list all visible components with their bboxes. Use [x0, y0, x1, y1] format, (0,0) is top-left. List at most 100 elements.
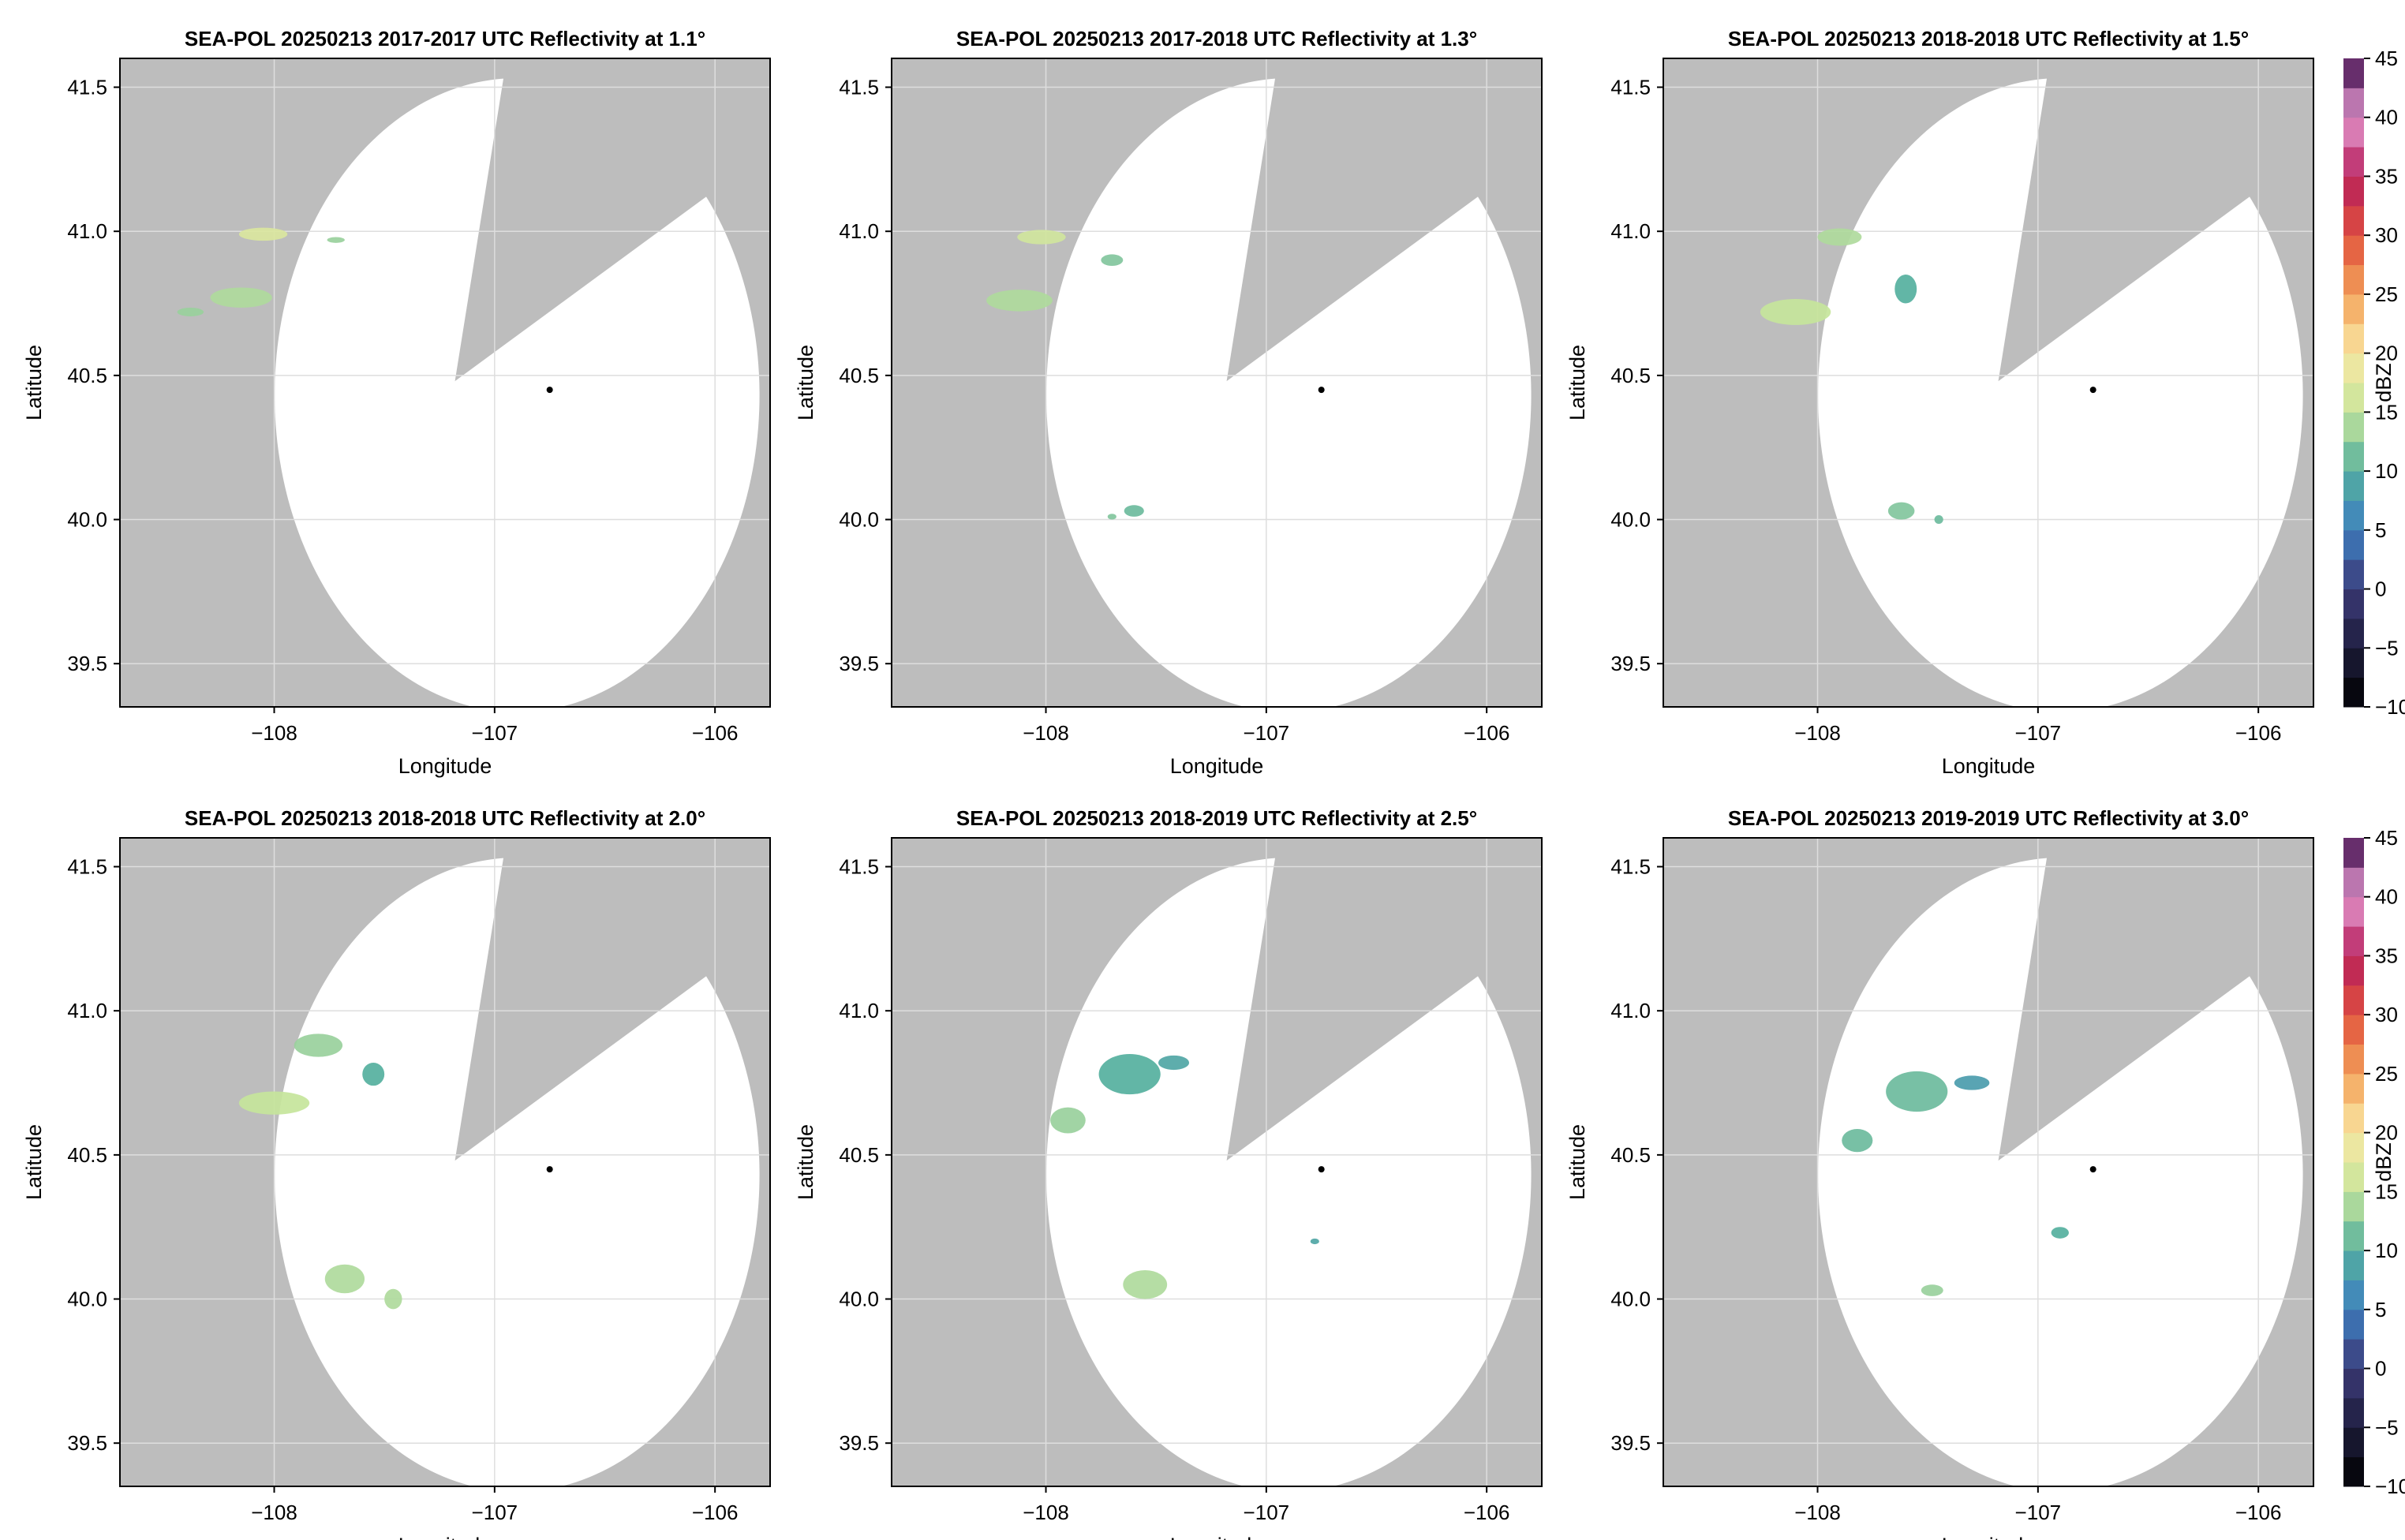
colorbar-band	[2343, 1191, 2364, 1222]
colorbar-band	[2343, 1162, 2364, 1192]
x-tick-label: −107	[1244, 721, 1290, 745]
x-tick-label: −106	[692, 1501, 739, 1524]
y-tick-label: 41.0	[839, 999, 879, 1022]
colorbar-1: −10 −5 0 5 10 15 20 25 30 35 40 45 dBZ	[2343, 47, 2405, 719]
colorbar-band	[2343, 1132, 2364, 1163]
y-tick-label: 40.0	[839, 508, 879, 532]
y-tick-label: 41.0	[67, 999, 107, 1022]
y-axis-label: Latitude	[22, 345, 46, 421]
echo-2	[327, 237, 345, 243]
echo-4	[1887, 502, 1915, 520]
colorbar-band	[2343, 1368, 2364, 1399]
x-tick-label: −107	[472, 721, 518, 745]
x-tick-label: −107	[472, 1501, 518, 1524]
panel-1: −108 −107 −106 39.5 40.0 40.5 41.0 41.5 SEA-POL …	[22, 27, 771, 778]
colorbar-band	[2343, 1280, 2364, 1310]
grid	[1663, 838, 2313, 1486]
grid	[892, 838, 1542, 1486]
y-axis-label: Latitude	[1565, 1124, 1589, 1200]
radar-marker	[2089, 1166, 2096, 1173]
grid	[1663, 58, 2313, 707]
radar-marker	[1318, 387, 1325, 394]
echo-2	[1050, 1107, 1086, 1134]
panel-title: SEA-POL 20250213 2018-2019 UTC Reflectiv…	[956, 806, 1477, 830]
colorbar-band	[2343, 677, 2364, 708]
echoes	[238, 1034, 402, 1310]
echo-2	[1954, 1075, 1990, 1090]
colorbar-band	[2343, 176, 2364, 207]
echo-1	[1817, 228, 1862, 246]
echo-4	[177, 308, 204, 316]
echoes	[1760, 228, 1943, 525]
echo-2	[1760, 299, 1831, 325]
echo-3	[1894, 275, 1917, 304]
echo-2	[238, 1091, 310, 1115]
colorbar-band	[2343, 500, 2364, 531]
panel-4: −108 −107 −106 39.5 40.0 40.5 41.0 41.5 SEA-POL …	[22, 806, 771, 1540]
colorbar-band	[2343, 1220, 2364, 1251]
echoes	[177, 227, 345, 316]
colorbar-band	[2343, 235, 2364, 266]
y-tick-label: 40.5	[67, 1143, 107, 1167]
y-tick-label: 41.5	[1610, 855, 1651, 879]
x-axis-label: Longitude	[1942, 1534, 2036, 1540]
x-axis-label: Longitude	[398, 754, 492, 778]
colorbar-tick-label: −5	[2375, 636, 2399, 660]
echo-1	[1098, 1054, 1161, 1095]
colorbar-tick-label: 20	[2375, 342, 2398, 365]
x-tick-label: −107	[2015, 721, 2062, 745]
y-tick-label: 40.5	[1610, 1143, 1651, 1167]
panel-title: SEA-POL 20250213 2019-2019 UTC Reflectiv…	[1728, 806, 2249, 830]
plot-frame	[119, 837, 771, 1487]
panel-6: −108 −107 −106 39.5 40.0 40.5 41.0 41.5 SEA-POL …	[1565, 806, 2314, 1540]
colorbar-band	[2343, 353, 2364, 383]
colorbar-tick-label: 10	[2375, 459, 2398, 483]
y-tick-label: 41.5	[839, 76, 879, 99]
plot-frame	[119, 58, 771, 708]
panel-title: SEA-POL 20250213 2017-2017 UTC Reflectiv…	[185, 27, 705, 50]
colorbar-band	[2343, 618, 2364, 649]
x-tick-label: −106	[1464, 1501, 1510, 1524]
colorbar-tick-label: 15	[2375, 400, 2398, 424]
colorbar-band	[2343, 58, 2364, 88]
panel-title: SEA-POL 20250213 2018-2018 UTC Reflectiv…	[1728, 27, 2249, 50]
y-tick-label: 41.0	[1610, 219, 1651, 243]
echo-1	[238, 227, 288, 241]
colorbar-band	[2343, 1427, 2364, 1458]
echo-4	[2051, 1227, 2069, 1239]
colorbar-tick-label: 5	[2375, 518, 2386, 542]
colorbar-band	[2343, 117, 2364, 148]
echo-3	[986, 290, 1053, 312]
y-tick-label: 41.5	[1610, 76, 1651, 99]
plot-frame	[891, 58, 1543, 708]
colorbar-label: dBZ	[2372, 1142, 2396, 1182]
y-tick-label: 40.0	[1610, 1288, 1651, 1311]
colorbar-band	[2343, 648, 2364, 678]
y-axis-label: Latitude	[22, 1124, 46, 1200]
colorbar-band	[2343, 1073, 2364, 1104]
y-tick-label: 39.5	[1610, 652, 1651, 675]
colorbar-band	[2343, 1339, 2364, 1370]
echo-4	[1124, 505, 1144, 517]
panel-title: SEA-POL 20250213 2017-2018 UTC Reflectiv…	[956, 27, 1477, 50]
colorbar-band	[2343, 1103, 2364, 1134]
colorbar-tick-label: 10	[2375, 1239, 2398, 1262]
echo-3	[1158, 1055, 1190, 1071]
x-axis-label: Longitude	[1170, 754, 1264, 778]
y-tick-label: 40.5	[1610, 364, 1651, 387]
echo-3	[1842, 1128, 1873, 1153]
colorbar-band	[2343, 1309, 2364, 1340]
colorbar-band	[2343, 147, 2364, 177]
colorbar-band	[2343, 985, 2364, 1015]
colorbar-band	[2343, 529, 2364, 560]
colorbar-tick-label: 20	[2375, 1121, 2398, 1145]
x-tick-label: −106	[1464, 721, 1510, 745]
y-tick-label: 40.0	[839, 1288, 879, 1311]
colorbar-2: −10 −5 0 5 10 15 20 25 30 35 40 45 dBZ	[2343, 826, 2405, 1498]
radar-coverage	[1818, 858, 2303, 1486]
x-tick-label: −108	[251, 1501, 297, 1524]
grid	[120, 58, 770, 707]
plot-frame	[1663, 58, 2314, 708]
x-tick-label: −108	[1023, 1501, 1069, 1524]
